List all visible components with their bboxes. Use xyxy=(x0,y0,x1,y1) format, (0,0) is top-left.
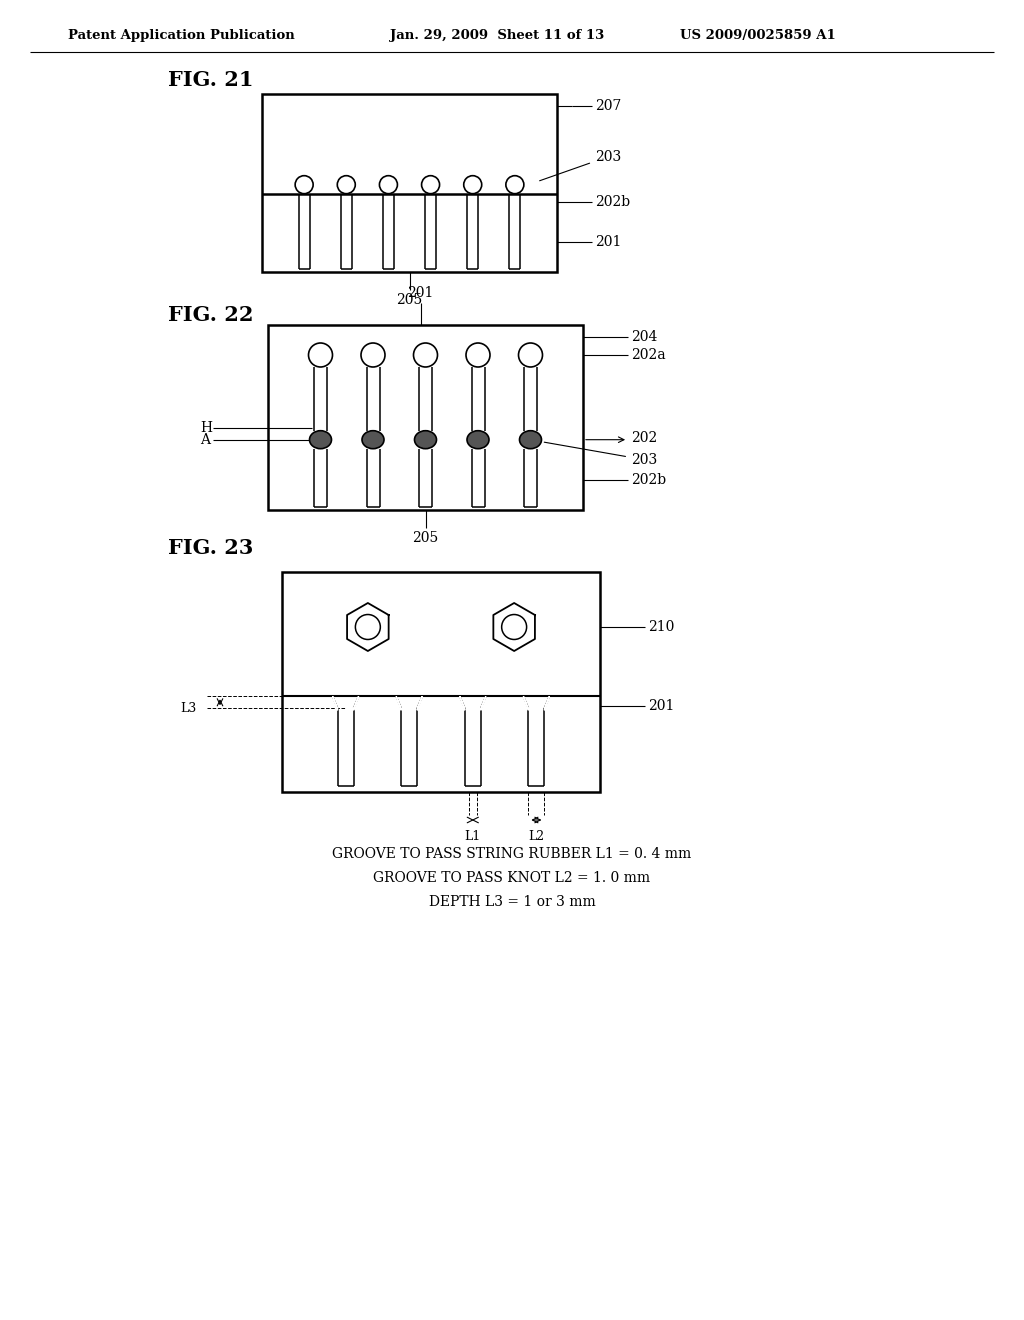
Text: 201: 201 xyxy=(408,286,434,300)
Polygon shape xyxy=(545,697,550,710)
Text: Jan. 29, 2009  Sheet 11 of 13: Jan. 29, 2009 Sheet 11 of 13 xyxy=(390,29,604,41)
Text: 202b: 202b xyxy=(595,194,630,209)
Text: 205: 205 xyxy=(396,293,423,308)
Bar xyxy=(262,94,557,272)
Circle shape xyxy=(308,343,333,367)
Text: GROOVE TO PASS KNOT L2 = 1. 0 mm: GROOVE TO PASS KNOT L2 = 1. 0 mm xyxy=(374,871,650,884)
Text: 202a: 202a xyxy=(631,348,666,362)
Ellipse shape xyxy=(467,430,489,449)
Bar xyxy=(282,572,600,792)
Text: 203: 203 xyxy=(540,149,622,181)
Text: L2: L2 xyxy=(528,829,545,842)
Polygon shape xyxy=(460,697,465,710)
Ellipse shape xyxy=(415,430,436,449)
Text: H: H xyxy=(200,421,212,434)
Circle shape xyxy=(502,615,526,639)
Text: 202: 202 xyxy=(631,430,657,445)
Text: FIG. 21: FIG. 21 xyxy=(168,70,254,90)
Polygon shape xyxy=(333,697,338,710)
Text: L3: L3 xyxy=(181,702,197,715)
Text: US 2009/0025859 A1: US 2009/0025859 A1 xyxy=(680,29,836,41)
Ellipse shape xyxy=(362,430,384,449)
Text: A: A xyxy=(200,433,210,446)
Text: L1: L1 xyxy=(465,829,481,842)
Text: 201: 201 xyxy=(595,235,622,249)
Text: Patent Application Publication: Patent Application Publication xyxy=(68,29,295,41)
Text: 210: 210 xyxy=(648,620,675,634)
Text: 205: 205 xyxy=(413,531,438,545)
Circle shape xyxy=(361,343,385,367)
Circle shape xyxy=(414,343,437,367)
Circle shape xyxy=(464,176,481,194)
Circle shape xyxy=(518,343,543,367)
Circle shape xyxy=(337,176,355,194)
Circle shape xyxy=(295,176,313,194)
Polygon shape xyxy=(523,697,528,710)
Text: 203: 203 xyxy=(544,442,657,467)
Text: 201: 201 xyxy=(648,700,675,713)
Polygon shape xyxy=(481,697,485,710)
Circle shape xyxy=(466,343,490,367)
Bar xyxy=(268,325,583,510)
Text: 207: 207 xyxy=(595,99,622,114)
Circle shape xyxy=(380,176,397,194)
Text: 204: 204 xyxy=(631,330,657,345)
Text: FIG. 23: FIG. 23 xyxy=(168,539,253,558)
Polygon shape xyxy=(417,697,422,710)
Ellipse shape xyxy=(309,430,332,449)
Circle shape xyxy=(506,176,524,194)
Text: DEPTH L3 = 1 or 3 mm: DEPTH L3 = 1 or 3 mm xyxy=(429,895,595,909)
Polygon shape xyxy=(396,697,401,710)
Text: 202b: 202b xyxy=(631,473,667,487)
Text: FIG. 22: FIG. 22 xyxy=(168,305,254,325)
Text: GROOVE TO PASS STRING RUBBER L1 = 0. 4 mm: GROOVE TO PASS STRING RUBBER L1 = 0. 4 m… xyxy=(333,847,691,861)
Circle shape xyxy=(422,176,439,194)
Circle shape xyxy=(355,615,380,639)
Polygon shape xyxy=(353,697,358,710)
Ellipse shape xyxy=(519,430,542,449)
